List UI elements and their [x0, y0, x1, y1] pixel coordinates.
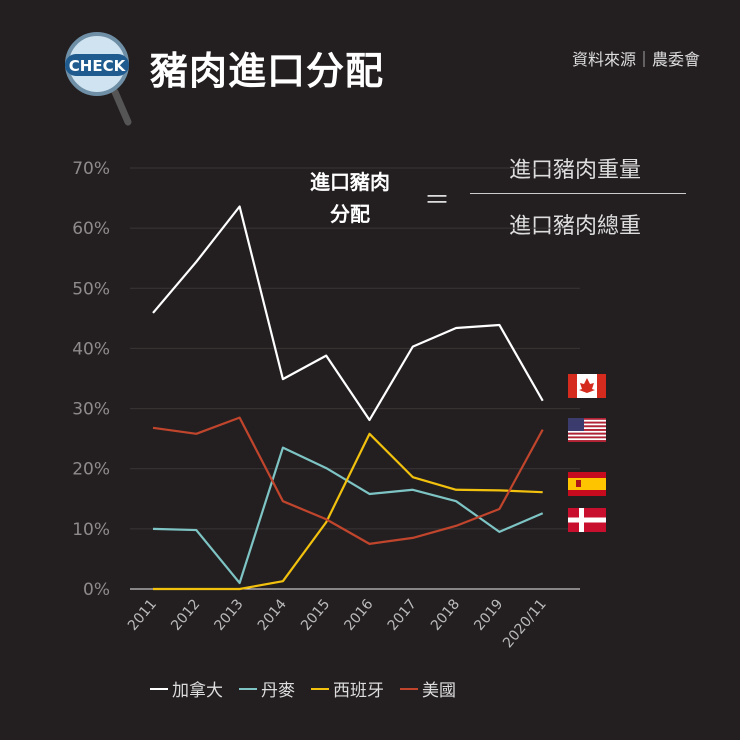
legend-item: 西班牙	[311, 676, 384, 701]
legend-item: 加拿大	[150, 676, 223, 701]
x-tick-label: 2015	[298, 596, 333, 634]
y-tick-label: 30%	[72, 400, 110, 420]
legend-swatch	[311, 687, 329, 690]
legend: 加拿大 丹麥 西班牙 美國	[150, 676, 456, 701]
canada-flag-icon	[568, 374, 606, 398]
y-tick-label: 60%	[72, 219, 110, 239]
usa-flag-icon	[568, 418, 606, 442]
spain-flag-icon	[568, 472, 606, 496]
y-tick-label: 50%	[72, 279, 110, 299]
x-tick-label: 2011	[125, 596, 160, 634]
legend-swatch	[239, 687, 257, 690]
y-tick-label: 20%	[72, 460, 110, 480]
y-tick-label: 0%	[83, 580, 110, 600]
legend-swatch	[400, 687, 418, 690]
legend-item: 美國	[400, 676, 456, 701]
formula-lhs-line1: 進口豬肉	[310, 170, 390, 194]
series-line	[152, 416, 544, 545]
x-tick-label: 2012	[168, 596, 203, 634]
formula-lhs-line2: 分配	[330, 202, 370, 226]
equals-sign: ＝	[424, 186, 451, 216]
y-tick-label: 10%	[72, 520, 110, 540]
x-tick-label: 2014	[255, 596, 290, 634]
formula-numerator: 進口豬肉重量	[508, 158, 641, 183]
series-line	[153, 432, 543, 591]
denmark-flag-icon	[568, 508, 606, 532]
source-label: 資料來源｜農委會	[571, 50, 700, 69]
page-title: 豬肉進口分配	[150, 49, 385, 93]
x-tick-label: 2020/11	[500, 596, 550, 651]
legend-label: 美國	[422, 681, 456, 701]
legend-swatch	[150, 687, 168, 690]
y-tick-label: 40%	[72, 339, 110, 359]
legend-label: 加拿大	[172, 681, 223, 701]
x-tick-label: 2016	[341, 596, 376, 634]
legend-item: 丹麥	[239, 676, 295, 701]
legend-label: 西班牙	[333, 681, 384, 701]
legend-label: 丹麥	[261, 681, 295, 701]
y-tick-label: 70%	[72, 159, 110, 179]
x-tick-label: 2018	[428, 596, 463, 634]
formula-denominator: 進口豬肉總重	[508, 214, 641, 239]
x-tick-label: 2017	[385, 596, 420, 634]
formula-lhs: 進口豬肉 分配	[290, 166, 410, 230]
svg-text:CHECK: CHECK	[69, 57, 127, 75]
series-line	[152, 205, 544, 422]
fraction-bar	[470, 193, 686, 194]
x-tick-label: 2019	[471, 596, 506, 634]
x-tick-label: 2013	[211, 596, 246, 634]
check-logo: CHECK	[60, 32, 140, 136]
